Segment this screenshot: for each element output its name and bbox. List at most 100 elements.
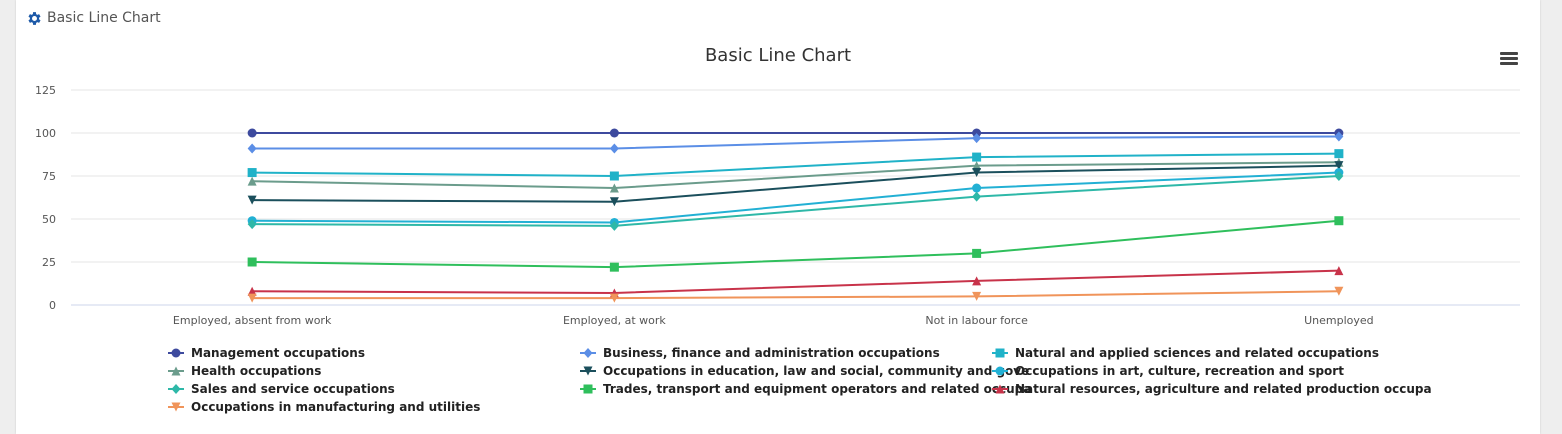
data-point[interactable]: [609, 128, 619, 138]
legend-marker[interactable]: [583, 384, 593, 394]
legend-item[interactable]: Natural and applied sciences and related…: [992, 346, 1379, 360]
data-point[interactable]: [1334, 286, 1344, 296]
series-group: [247, 149, 1344, 181]
data-point[interactable]: [247, 219, 257, 230]
data-point[interactable]: [609, 143, 619, 154]
data-point[interactable]: [1334, 149, 1344, 159]
legend-item[interactable]: Business, finance and administration occ…: [580, 346, 940, 360]
data-point[interactable]: [609, 183, 619, 193]
series-line: [252, 171, 1339, 224]
data-point[interactable]: [1334, 266, 1344, 276]
y-tick-label: 50: [42, 213, 56, 226]
legend-item[interactable]: Occupations in manufacturing and utiliti…: [168, 400, 480, 414]
series-line: [252, 175, 1339, 227]
data-point[interactable]: [1334, 171, 1344, 181]
legend-label: Occupations in manufacturing and utiliti…: [191, 400, 480, 414]
x-axis-ticks: Employed, absent from work Employed, at w…: [173, 314, 1374, 327]
y-tick-label: 125: [35, 84, 56, 97]
y-axis-ticks: 0 25 50 75 100 125: [35, 84, 56, 312]
chart-title: Basic Line Chart: [705, 45, 851, 66]
legend-label: Natural and applied sciences and related…: [1015, 346, 1379, 360]
data-point[interactable]: [1334, 131, 1344, 142]
chart-series: [247, 128, 1344, 303]
y-tick-label: 0: [49, 299, 56, 312]
legend-label: Natural resources, agriculture and relat…: [1015, 382, 1432, 396]
legend-item[interactable]: Health occupations: [168, 364, 321, 378]
data-point[interactable]: [972, 161, 982, 171]
data-point[interactable]: [972, 276, 982, 286]
series-line: [252, 269, 1339, 294]
legend-item[interactable]: Occupations in education, law and social…: [580, 364, 1029, 378]
legend-item[interactable]: Occupations in art, culture, recreation …: [992, 364, 1344, 378]
gear-icon[interactable]: [26, 10, 43, 27]
data-point[interactable]: [972, 133, 982, 144]
hamburger-menu-icon[interactable]: [1500, 52, 1518, 68]
series-line: [252, 164, 1339, 203]
legend-label: Occupations in education, law and social…: [603, 364, 1029, 378]
data-point[interactable]: [972, 291, 982, 301]
legend-marker[interactable]: [171, 348, 181, 358]
x-tick-label: Employed, at work: [563, 314, 666, 327]
legend-item[interactable]: Natural resources, agriculture and relat…: [992, 382, 1432, 396]
legend-marker[interactable]: [583, 348, 593, 358]
legend-label: Business, finance and administration occ…: [603, 346, 940, 360]
legend-label: Occupations in art, culture, recreation …: [1015, 364, 1344, 378]
y-tick-label: 100: [35, 127, 56, 140]
legend-item[interactable]: Management occupations: [168, 346, 365, 360]
y-tick-label: 75: [42, 170, 56, 183]
y-tick-label: 25: [42, 256, 56, 269]
legend-marker[interactable]: [171, 402, 181, 412]
legend-label: Trades, transport and equipment operator…: [603, 382, 1031, 396]
legend-marker[interactable]: [995, 384, 1005, 394]
data-point[interactable]: [972, 248, 982, 258]
legend-marker[interactable]: [171, 366, 181, 376]
line-chart: Basic Line Chart 0 25 50 75 100 125 Employed,…: [35, 45, 1520, 414]
data-point[interactable]: [972, 183, 982, 193]
data-point[interactable]: [609, 220, 619, 231]
legend-item[interactable]: Trades, transport and equipment operator…: [580, 382, 1031, 396]
data-point[interactable]: [247, 168, 257, 178]
legend-label: Sales and service occupations: [191, 382, 395, 396]
panel-header-title: Basic Line Chart: [47, 10, 161, 26]
data-point[interactable]: [972, 152, 982, 162]
legend-label: Management occupations: [191, 346, 365, 360]
x-tick-label: Employed, absent from work: [173, 314, 332, 327]
legend-item[interactable]: Sales and service occupations: [168, 382, 395, 396]
legend-marker[interactable]: [995, 366, 1005, 376]
series-group: [247, 131, 1344, 154]
data-point[interactable]: [1334, 161, 1344, 171]
data-point[interactable]: [609, 171, 619, 181]
data-point[interactable]: [972, 128, 982, 138]
series-line: [252, 135, 1339, 150]
data-point[interactable]: [972, 191, 982, 202]
series-group: [247, 128, 1344, 138]
data-point[interactable]: [1334, 216, 1344, 226]
series-line: [252, 161, 1339, 190]
legend-marker[interactable]: [583, 366, 593, 376]
data-point[interactable]: [609, 293, 619, 303]
x-tick-label: Not in labour force: [925, 314, 1028, 327]
series-group: [247, 216, 1344, 272]
data-point[interactable]: [609, 262, 619, 272]
series-line: [252, 290, 1339, 300]
legend-marker[interactable]: [995, 348, 1005, 358]
series-group: [247, 171, 1344, 231]
data-point[interactable]: [972, 168, 982, 178]
chart-grid: [71, 89, 1520, 306]
data-point[interactable]: [247, 286, 257, 296]
series-line: [252, 152, 1339, 178]
data-point[interactable]: [247, 195, 257, 205]
data-point[interactable]: [247, 257, 257, 267]
data-point[interactable]: [247, 143, 257, 154]
series-group: [247, 161, 1344, 207]
data-point[interactable]: [247, 128, 257, 138]
x-tick-label: Unemployed: [1304, 314, 1374, 327]
legend-label: Health occupations: [191, 364, 321, 378]
legend-marker[interactable]: [171, 384, 181, 394]
series-line: [252, 219, 1339, 269]
data-point[interactable]: [609, 197, 619, 207]
data-point[interactable]: [247, 176, 257, 186]
data-point[interactable]: [247, 293, 257, 303]
chart-legend: Management occupations Business, finance …: [168, 346, 1432, 414]
series-group: [247, 286, 1344, 303]
